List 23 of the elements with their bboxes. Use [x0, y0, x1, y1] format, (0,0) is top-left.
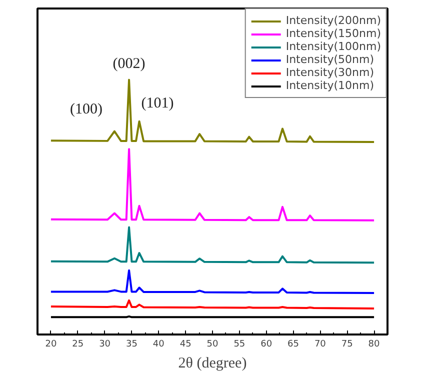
- annotation: (100): [70, 101, 103, 118]
- x-tick-label: 35: [126, 340, 138, 350]
- x-tick-label: 45: [180, 340, 192, 350]
- legend-label: Intensity(10nm): [286, 79, 374, 92]
- x-tick-label: 20: [45, 340, 57, 350]
- x-tick-label: 25: [72, 340, 84, 350]
- x-tick-label: 60: [260, 340, 272, 350]
- legend-label: Intensity(200nm): [286, 14, 381, 27]
- annotation: (002): [112, 56, 146, 72]
- annotation: (101): [141, 95, 174, 112]
- legend-label: Intensity(100nm): [286, 40, 381, 53]
- x-tick-label: 70: [314, 340, 326, 350]
- x-tick-label: 80: [368, 340, 380, 350]
- x-tick-label: 75: [341, 340, 353, 350]
- x-tick-label: 30: [99, 340, 111, 350]
- legend-label: Intensity(50nm): [286, 53, 374, 66]
- x-tick-label: 55: [234, 340, 246, 350]
- legend-label: Intensity(150nm): [286, 27, 381, 40]
- x-tick-label: 50: [206, 340, 218, 350]
- legend-label: Intensity(30nm): [286, 66, 374, 79]
- x-tick-label: 40: [152, 340, 165, 350]
- x-tick-label: 65: [288, 340, 299, 350]
- x-axis-title: 2θ (degree): [178, 356, 247, 372]
